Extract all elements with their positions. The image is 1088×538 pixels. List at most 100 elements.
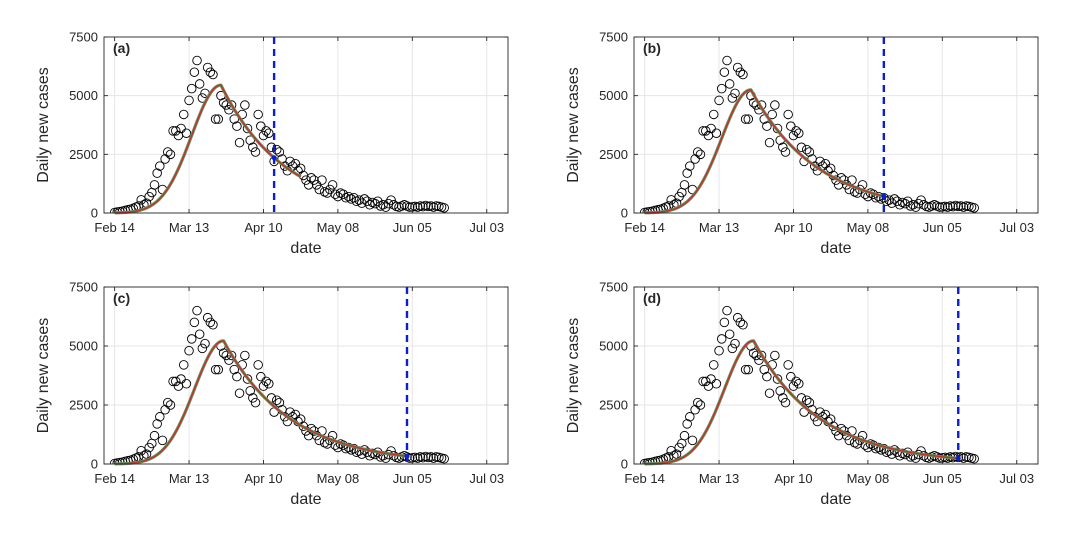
data-point [815, 407, 825, 417]
y-tick-label: 7500 [599, 280, 628, 295]
data-point [256, 121, 266, 131]
data-point [714, 95, 724, 106]
data-point [682, 419, 692, 429]
fit-line-red [644, 89, 884, 214]
data-point [290, 409, 301, 420]
data-point [770, 350, 780, 361]
data-point [200, 338, 210, 349]
data-point [791, 376, 801, 387]
data-point [202, 62, 213, 73]
data-point [248, 142, 258, 153]
data-point [783, 109, 793, 120]
data-point [181, 128, 192, 138]
data-point [724, 79, 735, 89]
data-point [711, 379, 722, 389]
data-point [186, 83, 197, 94]
x-tick-label: Jul 03 [999, 220, 1034, 235]
x-tick-label: May 08 [317, 471, 360, 486]
data-point [178, 109, 189, 120]
data-point [682, 168, 692, 178]
data-point [714, 345, 724, 356]
x-axis-title: date [820, 240, 851, 257]
y-tick-label: 2500 [599, 147, 628, 162]
x-tick-label: Mar 13 [699, 471, 739, 486]
x-tick-label: Mar 13 [169, 220, 209, 235]
data-point [325, 184, 335, 195]
data-point [213, 364, 224, 375]
axes-box [103, 36, 509, 214]
data-point [804, 147, 815, 157]
data-point [152, 168, 162, 178]
data-point [370, 198, 380, 209]
data-point [178, 360, 189, 370]
data-point [743, 364, 754, 375]
x-axis-title: date [290, 491, 321, 508]
data-point [767, 109, 777, 120]
data-point [969, 203, 979, 213]
data-point [386, 195, 396, 205]
data-point [740, 114, 751, 124]
data-point [666, 195, 676, 205]
x-tick-label: Feb 14 [624, 220, 664, 235]
x-tick-label: Jun 05 [393, 220, 432, 235]
fit-line-red [644, 340, 959, 465]
data-point [234, 137, 245, 148]
y-tick-label: 0 [91, 457, 98, 472]
data-point [141, 449, 152, 459]
data-point [234, 388, 245, 398]
data-point [727, 343, 738, 354]
data-point [809, 161, 820, 171]
data-point [732, 62, 743, 73]
data-point [306, 173, 317, 183]
data-point [791, 126, 801, 136]
data-point [309, 175, 319, 185]
data-point [184, 95, 194, 106]
y-tick-label: 5000 [599, 88, 628, 103]
data-point [258, 381, 269, 391]
data-point [186, 334, 197, 344]
data-point [711, 128, 722, 138]
data-point [671, 449, 682, 459]
data-point [690, 154, 700, 164]
data-point [327, 180, 338, 190]
data-point [192, 305, 202, 316]
data-point [722, 55, 732, 66]
data-point [176, 123, 186, 134]
data-point [794, 128, 804, 138]
data-point [290, 158, 301, 169]
x-tick-label: Jun 05 [923, 471, 962, 486]
data-point [916, 195, 926, 205]
data-point [895, 200, 905, 210]
x-tick-label: May 08 [847, 471, 890, 486]
data-point [202, 312, 213, 323]
data-point [730, 338, 740, 349]
data-point [740, 364, 751, 375]
data-point [171, 126, 181, 136]
data-point [727, 93, 738, 103]
data-point [788, 130, 799, 141]
data-point [756, 350, 767, 361]
data-point [794, 379, 804, 389]
x-axis-title: date [820, 491, 851, 508]
data-point [181, 379, 192, 389]
data-point [820, 158, 831, 169]
data-point [242, 374, 253, 384]
data-point [229, 114, 239, 124]
data-point [918, 200, 929, 210]
panel-label: (b) [643, 40, 661, 56]
fit-line-red [114, 84, 301, 214]
x-tick-label: Mar 13 [699, 220, 739, 235]
data-point [889, 194, 900, 204]
data-point [900, 198, 910, 209]
cutoff-marker [881, 193, 887, 199]
data-point [338, 189, 348, 199]
data-point [189, 317, 200, 328]
data-point [250, 147, 261, 157]
x-tick-label: Jul 03 [999, 471, 1034, 486]
plot-area [104, 287, 508, 464]
data-point [311, 180, 322, 190]
panel-b: Feb 14 Mar 13 Apr 10 May 08 Jun 05 Jul 03 0 250… [565, 30, 1039, 257]
data-point [772, 374, 783, 384]
data-point [764, 388, 775, 398]
data-point [908, 200, 918, 210]
